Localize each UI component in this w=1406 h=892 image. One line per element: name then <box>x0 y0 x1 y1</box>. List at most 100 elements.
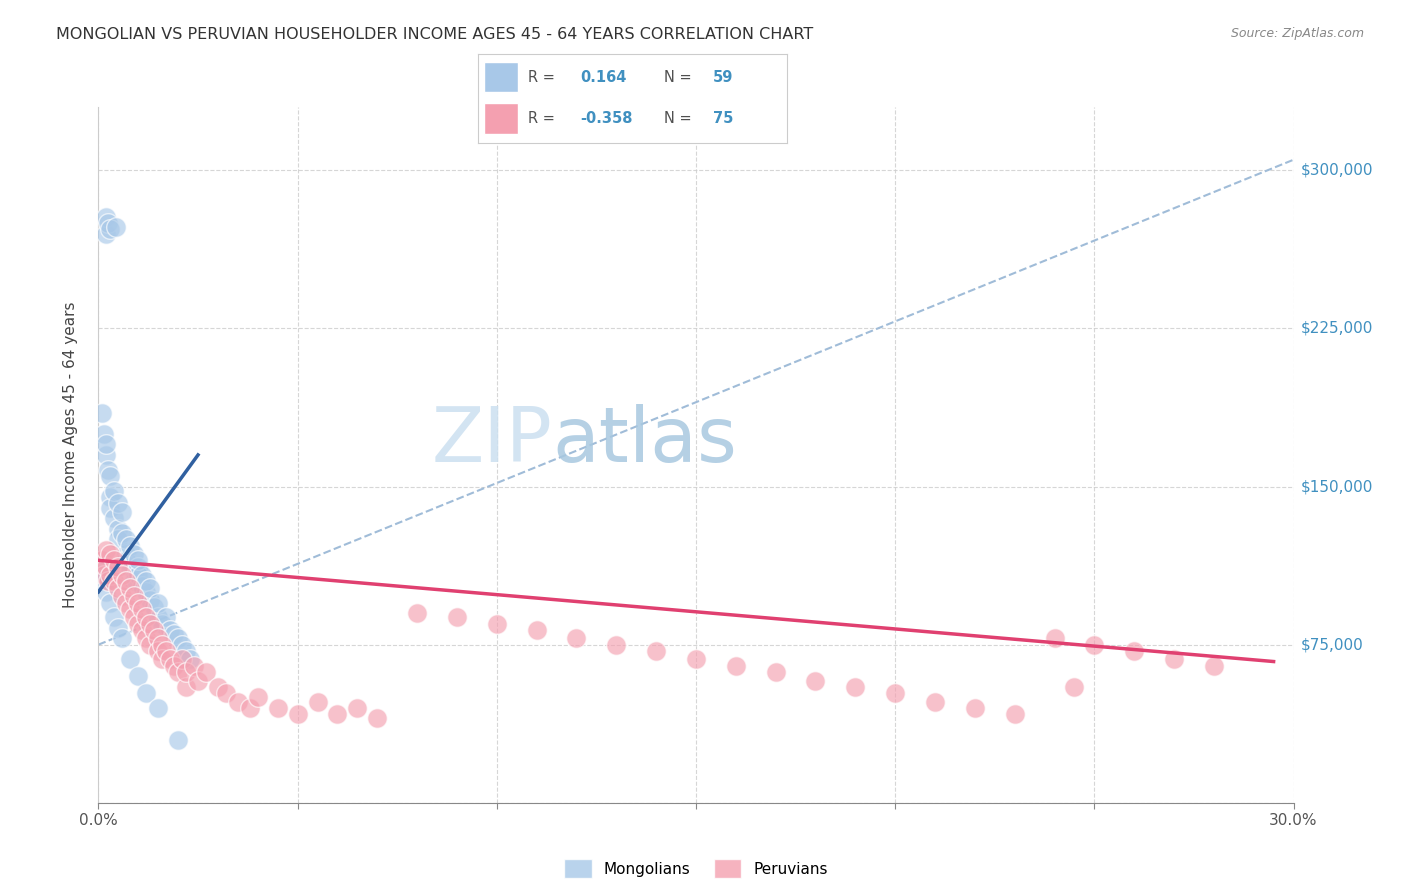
Point <box>139 616 162 631</box>
Point <box>96 585 118 599</box>
Point <box>127 616 149 631</box>
Point <box>115 553 138 567</box>
Point <box>174 644 197 658</box>
Point <box>307 695 329 709</box>
Point <box>526 623 548 637</box>
Point <box>131 623 153 637</box>
Point <box>565 632 588 646</box>
Point <box>884 686 907 700</box>
Text: $225,000: $225,000 <box>1301 321 1372 336</box>
Text: R =: R = <box>527 70 554 85</box>
Point <box>446 610 468 624</box>
Point <box>127 568 149 582</box>
Text: N =: N = <box>664 112 692 126</box>
Point <box>139 593 162 607</box>
Point <box>924 695 946 709</box>
Point <box>139 638 162 652</box>
Text: N =: N = <box>664 70 692 85</box>
Point <box>97 216 120 230</box>
Point <box>804 673 827 688</box>
Point <box>93 574 115 589</box>
Point <box>103 483 125 498</box>
Point <box>96 448 118 462</box>
Point <box>174 665 197 679</box>
Point <box>98 500 122 515</box>
Point <box>135 632 157 646</box>
Point <box>111 505 134 519</box>
Point <box>172 638 194 652</box>
Point <box>605 638 627 652</box>
Point <box>148 701 170 715</box>
Point <box>239 701 262 715</box>
Point <box>131 568 153 582</box>
Text: 75: 75 <box>713 112 734 126</box>
Point <box>107 533 129 547</box>
Point <box>107 621 129 635</box>
Text: 0.164: 0.164 <box>581 70 627 85</box>
Point <box>111 589 134 603</box>
Text: $75,000: $75,000 <box>1301 637 1364 652</box>
Point <box>844 680 866 694</box>
Point <box>226 695 249 709</box>
Point <box>135 610 157 624</box>
Point <box>148 610 170 624</box>
Point <box>148 644 170 658</box>
Point <box>155 644 177 658</box>
Point <box>98 222 122 236</box>
Point <box>93 426 115 441</box>
Point <box>187 673 209 688</box>
Point <box>139 581 162 595</box>
Point <box>150 638 173 652</box>
Point <box>148 632 170 646</box>
Text: MONGOLIAN VS PERUVIAN HOUSEHOLDER INCOME AGES 45 - 64 YEARS CORRELATION CHART: MONGOLIAN VS PERUVIAN HOUSEHOLDER INCOME… <box>56 27 814 42</box>
Point <box>150 616 173 631</box>
Text: $300,000: $300,000 <box>1301 163 1374 178</box>
Point <box>148 595 170 609</box>
Point <box>163 658 186 673</box>
Point <box>150 652 173 666</box>
Point <box>115 547 138 561</box>
Point <box>120 539 142 553</box>
Point <box>1163 652 1185 666</box>
Point <box>115 595 138 609</box>
Point <box>107 559 129 574</box>
Point <box>131 579 153 593</box>
Point <box>98 547 122 561</box>
Point <box>135 574 157 589</box>
Point <box>287 707 309 722</box>
Point <box>120 581 142 595</box>
Point <box>645 644 668 658</box>
Point <box>120 602 142 616</box>
Point <box>97 574 120 589</box>
Point <box>167 732 190 747</box>
Point <box>1202 658 1225 673</box>
Point <box>107 522 129 536</box>
Point <box>159 623 181 637</box>
Text: -0.358: -0.358 <box>581 112 633 126</box>
Point <box>366 711 388 725</box>
Point <box>167 665 190 679</box>
Point <box>120 652 142 666</box>
Point <box>96 437 118 451</box>
Point <box>124 547 146 561</box>
Point <box>105 220 128 235</box>
Point <box>127 559 149 574</box>
Point <box>326 707 349 722</box>
Point <box>111 568 134 582</box>
Point <box>143 599 166 614</box>
Point <box>103 553 125 567</box>
Point <box>96 559 118 574</box>
Point <box>127 669 149 683</box>
Point <box>963 701 986 715</box>
Point <box>127 553 149 567</box>
Text: R =: R = <box>527 112 554 126</box>
Point <box>163 627 186 641</box>
Point <box>1004 707 1026 722</box>
Point <box>93 564 115 578</box>
Point <box>98 595 122 609</box>
Point <box>159 652 181 666</box>
Y-axis label: Householder Income Ages 45 - 64 years: Householder Income Ages 45 - 64 years <box>63 301 77 608</box>
Point <box>765 665 787 679</box>
Point <box>1083 638 1105 652</box>
Point <box>246 690 269 705</box>
